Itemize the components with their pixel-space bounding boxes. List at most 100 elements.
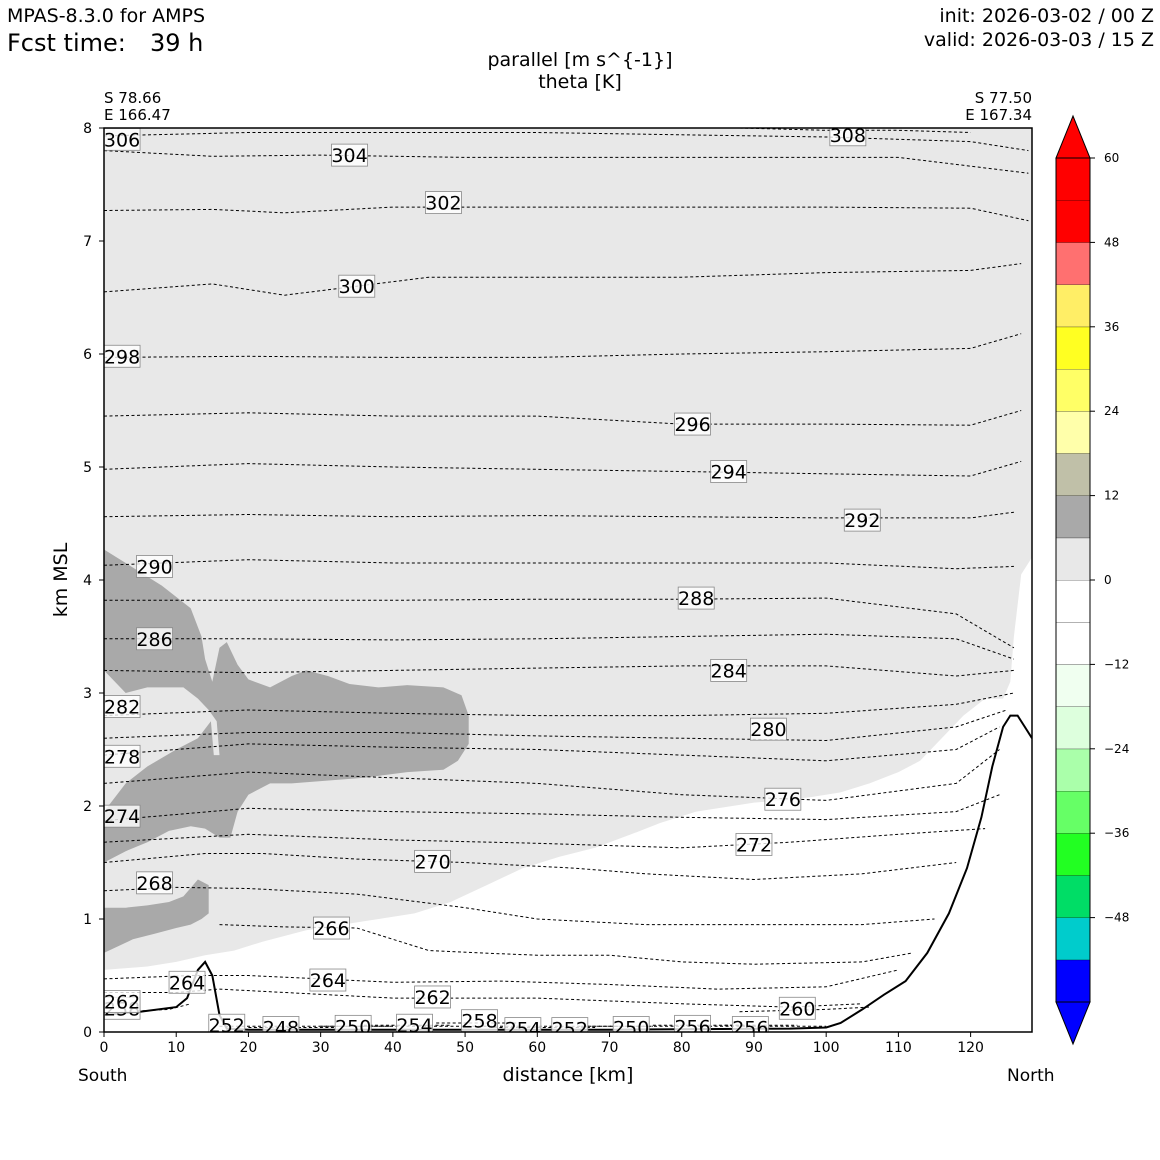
contour-label-box <box>136 627 173 651</box>
contour-label-286: 286 <box>136 629 172 651</box>
forecast-time-label: Fcst time: <box>7 29 126 57</box>
contour-label-252: 252 <box>209 1015 245 1037</box>
colorbar-segment <box>1056 411 1090 454</box>
contour-label-252: 252 <box>552 1019 588 1041</box>
contour-label-box <box>829 128 867 147</box>
colorbar-segment <box>1056 622 1090 665</box>
contour-label-262: 262 <box>414 987 450 1009</box>
model-name: MPAS-8.3.0 for AMPS <box>7 5 206 27</box>
colorbar-segment <box>1056 158 1090 201</box>
colorbar-segment <box>1056 326 1090 369</box>
contour-label-box <box>735 833 773 856</box>
theta-contour-278 <box>104 726 1000 762</box>
contour-label-box <box>313 916 350 940</box>
contour-label-296: 296 <box>674 414 710 436</box>
plot-title-line2: theta [K] <box>538 71 622 93</box>
contour-label-box <box>843 508 881 532</box>
contour-label-282: 282 <box>104 697 140 719</box>
contour-label-260: 260 <box>779 998 815 1020</box>
colorbar-segment <box>1056 495 1090 538</box>
x-tick-label: 70 <box>601 1040 619 1056</box>
colorbar-tick-label: −12 <box>1104 657 1129 671</box>
contour-label-288: 288 <box>678 588 714 610</box>
theta-contour-286 <box>104 633 1015 660</box>
contour-label-box <box>710 659 748 682</box>
contour-label-box <box>750 717 787 741</box>
contour-label-284: 284 <box>711 660 747 682</box>
contour-label-250: 250 <box>613 1017 649 1039</box>
contour-label-292: 292 <box>844 510 880 532</box>
contour-label-box <box>136 555 173 578</box>
theta-contour-294 <box>104 460 1022 477</box>
y-tick-label: 5 <box>83 460 92 476</box>
contour-label-308: 308 <box>830 125 866 147</box>
colorbar-segment <box>1056 706 1090 749</box>
contour-label-278: 278 <box>104 746 140 768</box>
colorbar-segment <box>1056 537 1090 580</box>
contour-label-294: 294 <box>711 462 747 484</box>
x-tick-label: 120 <box>957 1040 984 1056</box>
left-end-latitude: S 78.66 <box>104 89 162 107</box>
contour-label-302: 302 <box>425 193 461 215</box>
x-tick-label: 110 <box>885 1040 912 1056</box>
colorbar-tick-label: 36 <box>1104 320 1119 334</box>
theta-contour-300 <box>104 263 1022 296</box>
theta-contour-306 <box>104 132 1029 152</box>
theta-contour-270 <box>104 853 957 881</box>
contour-label-270: 270 <box>414 851 450 873</box>
x-tick-label: 10 <box>167 1040 185 1056</box>
contour-label-262: 262 <box>104 991 140 1013</box>
contour-label-276: 276 <box>765 789 801 811</box>
left-end-longitude: E 166.47 <box>104 106 171 124</box>
theta-contour-260 <box>739 1006 870 1013</box>
theta-contour-288 <box>104 597 1015 649</box>
contour-label-box <box>504 1017 542 1032</box>
terrain-line <box>104 714 1032 1031</box>
contour-label-254: 254 <box>396 1015 432 1037</box>
x-tick-label: 100 <box>813 1040 840 1056</box>
contour-label-274: 274 <box>104 806 140 828</box>
contour-label-box <box>414 985 451 1009</box>
colorbar-segment <box>1056 791 1090 834</box>
right-end-longitude: E 167.34 <box>965 106 1032 124</box>
theta-contour-302 <box>104 206 1029 222</box>
y-tick-label: 0 <box>83 1025 92 1041</box>
contour-label-280: 280 <box>750 719 786 741</box>
contour-label-box <box>731 1016 769 1032</box>
colorbar-tick-label: −48 <box>1104 911 1129 925</box>
contour-label-248: 248 <box>263 1017 299 1039</box>
shaded-region-1 <box>104 549 469 863</box>
contour-label-box <box>425 191 462 214</box>
y-tick-label: 8 <box>83 121 92 137</box>
theta-contour-282 <box>104 692 1014 717</box>
colorbar-tick-label: 0 <box>1104 573 1112 587</box>
contour-label-box <box>331 143 368 167</box>
plot-title-line1: parallel [m s^{-1}] <box>487 49 673 71</box>
colorbar-segment <box>1056 453 1090 496</box>
colorbar-segment <box>1056 959 1090 1002</box>
colorbar-segment <box>1056 284 1090 327</box>
contour-label-box <box>168 970 206 994</box>
contour-label-box <box>309 968 347 992</box>
contour-label-box <box>674 412 711 436</box>
y-tick-label: 6 <box>83 347 92 363</box>
colorbar-segment <box>1056 580 1090 623</box>
x-tick-label: 30 <box>312 1040 330 1056</box>
contour-label-264: 264 <box>169 972 205 994</box>
theta-contour-298 <box>104 333 1022 358</box>
theta-contour-274 <box>104 794 1000 822</box>
colorbar-segment <box>1056 200 1090 243</box>
x-tick-label: 90 <box>745 1040 763 1056</box>
contour-label-268: 268 <box>136 873 172 895</box>
contour-label-box <box>414 849 451 873</box>
theta-contour-268 <box>104 886 935 926</box>
y-tick-label: 1 <box>83 912 92 928</box>
contour-label-250: 250 <box>335 1016 371 1038</box>
colorbar-over-arrow <box>1055 114 1091 159</box>
colorbar-segment <box>1056 242 1090 285</box>
theta-contour-304 <box>104 150 1029 174</box>
contour-label-266: 266 <box>313 918 349 940</box>
colorbar-segment <box>1056 875 1090 918</box>
contour-label-box <box>674 1014 711 1032</box>
x-tick-label: 20 <box>240 1040 258 1056</box>
